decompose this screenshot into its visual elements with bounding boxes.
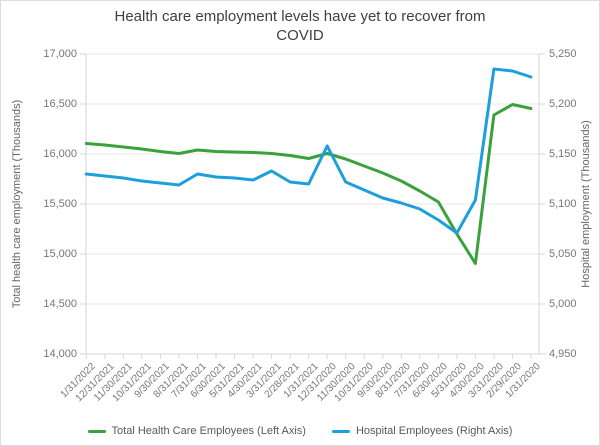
right-axis-tick-label: 5,100	[549, 198, 577, 210]
left-axis-tick-label: 15,000	[43, 248, 77, 260]
right-axis-tick-label: 5,200	[549, 98, 577, 110]
right-axis-tick-label: 4,950	[549, 348, 577, 360]
legend-label-total-health-care: Total Health Care Employees (Left Axis)	[111, 425, 306, 437]
left-axis-tick-label: 14,000	[43, 348, 77, 360]
legend-label-hospital: Hospital Employees (Right Axis)	[355, 425, 513, 437]
left-axis-tick-label: 15,500	[43, 198, 77, 210]
chart-title: Health care employment levels have yet t…	[1, 7, 599, 45]
right-axis-tick-label: 5,050	[549, 248, 577, 260]
left-axis-tick-label: 16,500	[43, 98, 77, 110]
legend: Total Health Care Employees (Left Axis) …	[1, 423, 599, 439]
chart-title-line2: COVID	[276, 27, 324, 44]
right-axis-title: Hospital employment (Thousands)	[580, 120, 592, 288]
right-axis-tick-label: 5,000	[549, 298, 577, 310]
left-axis-tick-label: 17,000	[43, 48, 77, 60]
legend-item-hospital[interactable]: Hospital Employees (Right Axis)	[331, 424, 513, 438]
legend-item-total-health-care[interactable]: Total Health Care Employees (Left Axis)	[87, 424, 306, 438]
left-axis-tick-label: 14,500	[43, 298, 77, 310]
chart-title-line1: Health care employment levels have yet t…	[114, 8, 486, 25]
left-axis-tick-label: 16,000	[43, 148, 77, 160]
legend-swatch-blue	[331, 429, 350, 433]
series-line-hospital	[84, 67, 533, 235]
right-axis-tick-label: 5,150	[549, 148, 577, 160]
legend-swatch-green	[87, 429, 106, 433]
left-axis-title: Total health care employment (Thousands)	[11, 99, 23, 309]
right-axis-tick-label: 5,250	[549, 48, 577, 60]
